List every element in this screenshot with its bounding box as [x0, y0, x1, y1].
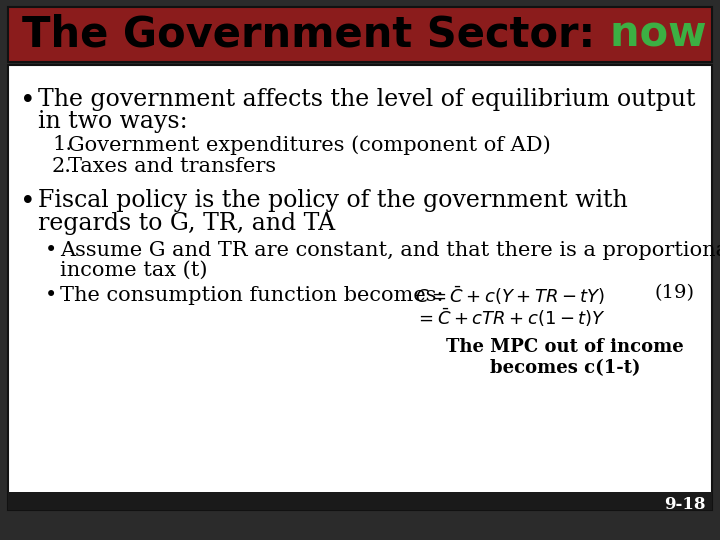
- Text: now: now: [610, 14, 720, 56]
- Text: The Government Sector:: The Government Sector:: [22, 14, 610, 56]
- Text: Fiscal policy is the policy of the government with: Fiscal policy is the policy of the gover…: [38, 189, 628, 212]
- Bar: [8, 7, 712, 62]
- Text: Taxes and transfers: Taxes and transfers: [68, 157, 276, 176]
- Text: The government affects the level of equilibrium output: The government affects the level of equi…: [38, 88, 696, 111]
- Text: $= \bar{C} + cTR + c(1-t)Y$: $= \bar{C} + cTR + c(1-t)Y$: [415, 306, 606, 329]
- Text: income tax (t): income tax (t): [60, 261, 207, 280]
- Text: •: •: [45, 241, 58, 260]
- Text: •: •: [20, 189, 35, 214]
- Text: The consumption function becomes:: The consumption function becomes:: [60, 286, 444, 305]
- Text: regards to G, TR, and TA: regards to G, TR, and TA: [38, 212, 335, 235]
- Text: •: •: [45, 286, 58, 305]
- Bar: [8, 492, 712, 510]
- Text: (19): (19): [655, 284, 695, 302]
- Text: 9-18: 9-18: [665, 496, 706, 513]
- Text: •: •: [20, 88, 35, 113]
- Text: The MPC out of income
becomes c(1-t): The MPC out of income becomes c(1-t): [446, 338, 684, 377]
- Text: Government expenditures (component of AD): Government expenditures (component of AD…: [68, 135, 551, 154]
- Text: Assume G and TR are constant, and that there is a proportional: Assume G and TR are constant, and that t…: [60, 241, 720, 260]
- Text: 1.: 1.: [52, 135, 72, 154]
- Bar: [8, 65, 712, 510]
- Text: $C = \bar{C} + c(Y + TR - tY)$: $C = \bar{C} + c(Y + TR - tY)$: [415, 284, 606, 307]
- Text: 2.: 2.: [52, 157, 72, 176]
- Text: in two ways:: in two ways:: [38, 110, 188, 133]
